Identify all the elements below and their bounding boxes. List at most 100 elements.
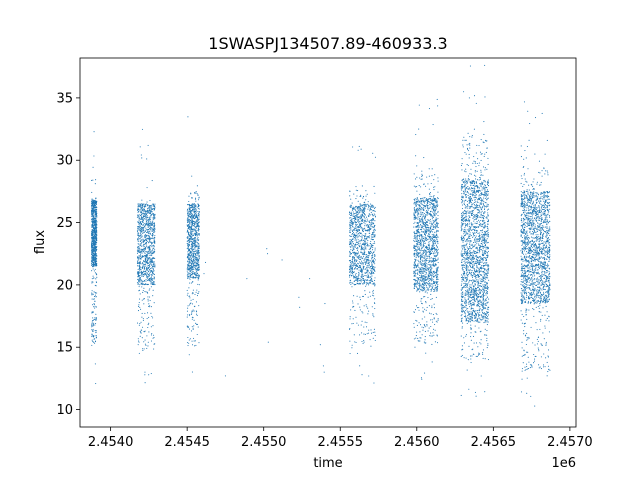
data-point (367, 307, 369, 309)
data-point (362, 196, 365, 198)
data-point (351, 224, 353, 226)
data-point (193, 223, 196, 226)
data-point (437, 204, 439, 206)
data-point (150, 334, 153, 336)
data-point (431, 218, 433, 220)
data-point (187, 276, 189, 278)
data-point (365, 221, 367, 223)
data-point (350, 269, 352, 271)
data-point (152, 227, 154, 229)
data-point (151, 237, 153, 239)
data-point (92, 233, 94, 235)
data-point (150, 281, 152, 283)
data-point (425, 284, 428, 287)
data-point (92, 341, 94, 343)
data-point (136, 252, 139, 254)
data-point (149, 296, 151, 298)
data-point (95, 234, 97, 236)
data-point (361, 220, 363, 222)
data-point (91, 323, 93, 325)
data-point (145, 227, 147, 229)
data-point (350, 198, 352, 200)
data-point (139, 293, 141, 295)
data-point (359, 280, 361, 282)
data-point (92, 246, 94, 248)
data-point (368, 280, 370, 282)
data-point (94, 342, 96, 344)
data-point (91, 225, 93, 227)
data-point (196, 265, 198, 267)
data-point (142, 221, 144, 223)
data-point (145, 280, 147, 282)
data-point (349, 251, 351, 253)
data-point (352, 268, 354, 271)
data-point (419, 291, 421, 293)
data-point (150, 312, 152, 314)
data-point (195, 253, 197, 255)
data-point (147, 267, 149, 269)
data-point (189, 261, 191, 263)
data-point (148, 289, 150, 291)
data-point (349, 190, 351, 192)
data-point (373, 316, 375, 318)
data-point (198, 342, 200, 344)
data-point (189, 208, 191, 210)
data-point (362, 266, 365, 268)
data-point (91, 333, 93, 336)
data-point (94, 240, 96, 242)
data-point (363, 204, 365, 206)
data-point (196, 267, 198, 269)
data-point (352, 263, 354, 265)
data-point (354, 262, 356, 264)
data-point (92, 219, 94, 221)
data-point (421, 222, 423, 224)
data-point (353, 305, 355, 307)
data-point (364, 261, 366, 263)
data-point (144, 230, 146, 232)
data-point (144, 374, 146, 376)
data-point (150, 207, 152, 209)
data-point (374, 339, 376, 342)
data-point (187, 233, 189, 236)
data-point (147, 226, 149, 229)
data-point (357, 278, 359, 280)
data-point (428, 220, 430, 222)
data-point (424, 207, 426, 209)
data-point (362, 268, 364, 270)
data-point (138, 304, 140, 306)
data-point (152, 267, 154, 269)
data-point (151, 261, 153, 263)
data-point (147, 279, 149, 281)
data-point (367, 206, 370, 208)
data-point (151, 242, 153, 244)
data-point (197, 241, 199, 243)
data-point (432, 211, 434, 213)
data-point (197, 263, 200, 265)
data-point (353, 252, 355, 254)
data-point (137, 276, 139, 278)
data-point (365, 239, 367, 241)
data-point (147, 231, 149, 233)
data-point (361, 248, 363, 250)
data-point (372, 209, 374, 211)
data-point (95, 278, 97, 280)
data-point (413, 247, 415, 249)
data-point (365, 258, 367, 260)
data-point (147, 256, 149, 258)
data-point (139, 214, 142, 217)
data-point (143, 266, 146, 268)
data-point (194, 261, 196, 263)
data-point (191, 303, 194, 305)
data-point (138, 278, 140, 280)
data-point (414, 210, 416, 212)
data-point (437, 253, 439, 255)
data-point (150, 227, 152, 229)
data-point (359, 296, 361, 298)
data-point (372, 283, 374, 285)
data-point (355, 186, 357, 188)
data-point (154, 257, 156, 259)
data-point (418, 246, 420, 248)
data-point (191, 264, 193, 266)
data-point (365, 304, 367, 306)
